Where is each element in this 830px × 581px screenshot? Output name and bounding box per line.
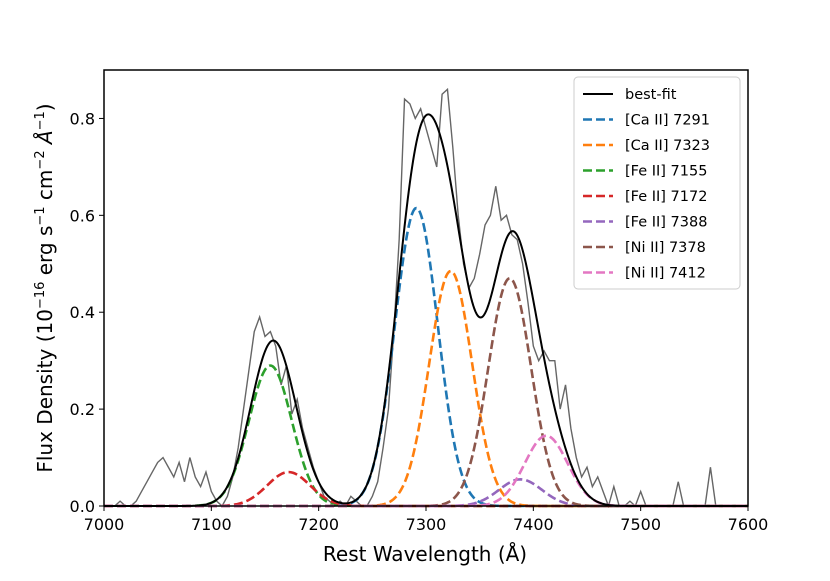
x-tick-label: 7600 xyxy=(728,515,769,534)
legend-label: [Fe II] 7172 xyxy=(625,189,707,205)
component-line-1 xyxy=(104,269,748,508)
x-tick-label: 7200 xyxy=(298,515,339,534)
legend-label: [Fe II] 7155 xyxy=(625,164,707,180)
legend-label: [Ca II] 7291 xyxy=(625,113,710,129)
y-tick-label: 0.6 xyxy=(70,206,95,225)
legend-box xyxy=(573,76,741,290)
legend-label: [Ni II] 7378 xyxy=(625,240,706,256)
y-tick-label: 0.4 xyxy=(70,303,95,322)
component-line-6 xyxy=(104,434,748,508)
legend-label: best-fit xyxy=(625,87,677,103)
legend-label: [Ni II] 7412 xyxy=(625,266,706,282)
x-tick-label: 7400 xyxy=(513,515,554,534)
x-tick-label: 7500 xyxy=(620,515,661,534)
y-axis-label: Flux Density (10−16 erg s−1 cm−2 Å−1) xyxy=(33,103,57,472)
legend: best-fit [Ca II] 7291 [Ca II] 7323 [Fe II] … xyxy=(573,76,741,290)
y-tick-label: 0.8 xyxy=(70,109,95,128)
component-line-4 xyxy=(104,478,748,508)
x-axis-label: Rest Wavelength (Å) xyxy=(323,542,527,566)
y-tick-label: 0.2 xyxy=(70,400,95,419)
x-tick-label: 7300 xyxy=(406,515,447,534)
x-tick-label: 7100 xyxy=(191,515,232,534)
observed-spectrum-line xyxy=(107,87,743,508)
ticks-layer: 7000 7100 7200 7300 7400 7500 7600 0.0 0.2 0.4 0.6… xyxy=(70,109,769,534)
component-line-3 xyxy=(104,470,748,508)
y-tick-label: 0.0 xyxy=(70,497,95,516)
x-tick-label: 7000 xyxy=(84,515,125,534)
legend-label: [Ca II] 7323 xyxy=(625,138,710,154)
legend-label: [Fe II] 7388 xyxy=(625,215,707,231)
